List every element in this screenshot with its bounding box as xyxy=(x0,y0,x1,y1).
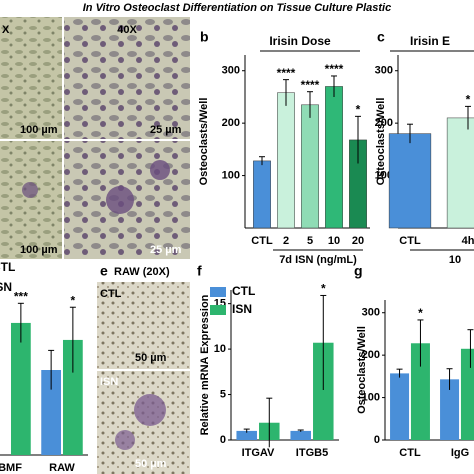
significance: **** xyxy=(325,62,344,76)
scale-bar-label: 25 µm xyxy=(150,124,182,136)
scale-bar-label: 50 µm xyxy=(135,352,167,364)
legend-label: CTL xyxy=(0,260,15,274)
y-tick-label: 0 xyxy=(220,434,226,446)
bar xyxy=(236,430,257,440)
x-tick-label: 4h xyxy=(462,235,474,247)
cell xyxy=(150,160,170,180)
x-tick-label: ITGB5 xyxy=(296,447,328,459)
y-tick-label: 200 xyxy=(222,117,240,129)
x-tick-label: 10 xyxy=(328,235,340,247)
significance: * xyxy=(321,282,326,296)
y-tick-label: 100 xyxy=(375,169,393,181)
bar xyxy=(313,342,334,440)
chart-title: Irisin E xyxy=(410,34,450,48)
x-tick-label: CTL xyxy=(399,235,421,247)
significance: * xyxy=(356,103,361,117)
bar xyxy=(388,133,432,229)
significance: * xyxy=(466,93,471,107)
y-tick-label: 0 xyxy=(374,434,380,446)
x-axis-label: 7d ISN (ng/mL) xyxy=(279,254,357,266)
x-tick-label: RAW xyxy=(49,462,75,474)
cell xyxy=(115,430,135,450)
scale-bar-label: 100 µm xyxy=(20,124,58,136)
y-axis-label: Relative mRNA Expression xyxy=(199,294,211,435)
y-tick-label: 300 xyxy=(222,65,240,77)
significance: **** xyxy=(277,66,296,80)
cell xyxy=(134,394,166,426)
bar xyxy=(41,370,62,455)
bar xyxy=(290,430,311,440)
y-tick-label: 200 xyxy=(362,349,380,361)
x-tick-label: BMF xyxy=(0,462,22,474)
y-tick-label: 5 xyxy=(220,388,226,400)
panel-letter: c xyxy=(377,29,385,45)
panel-letter: b xyxy=(200,29,209,45)
x-tick-label: 5 xyxy=(307,235,313,247)
significance: *** xyxy=(14,289,28,303)
panel-letter: f xyxy=(197,263,202,279)
x-tick-label: 20 xyxy=(352,235,364,247)
bar xyxy=(325,86,343,229)
legend-label: ISN xyxy=(232,302,252,316)
micrograph xyxy=(64,17,190,139)
micrograph xyxy=(0,17,62,139)
image-label: X xyxy=(2,24,10,36)
x-tick-label: 2 xyxy=(283,235,289,247)
panel-letter: g xyxy=(354,263,363,279)
bar xyxy=(390,373,410,440)
cell xyxy=(22,182,38,198)
bar xyxy=(446,117,474,229)
image-label: ISN xyxy=(100,376,118,388)
y-tick-label: 200 xyxy=(375,117,393,129)
x-tick-label: IgG xyxy=(451,447,469,459)
image-label: 40X xyxy=(117,24,137,36)
scale-bar-label: 25 µm xyxy=(150,244,182,256)
y-tick-label: 300 xyxy=(362,307,380,319)
chart-title: Irisin Dose xyxy=(269,34,331,48)
bar xyxy=(253,160,271,229)
bar xyxy=(410,343,430,440)
x-axis-label: 10 xyxy=(449,254,461,266)
legend-label: CTL xyxy=(232,284,255,298)
image-label: CTL xyxy=(100,288,122,300)
bar xyxy=(10,322,31,455)
y-axis-label: Osteoclasts/Well xyxy=(375,98,387,186)
bar xyxy=(460,348,474,440)
y-axis-label: Osteoclasts/Well xyxy=(356,326,368,414)
significance: * xyxy=(71,293,76,307)
bar xyxy=(301,104,319,229)
figure-title: In Vitro Osteoclast Differentiation on T… xyxy=(83,2,391,14)
scale-bar-label: 100 µm xyxy=(20,244,58,256)
micrograph xyxy=(97,282,190,369)
x-tick-label: CTL xyxy=(399,447,421,459)
y-tick-label: 100 xyxy=(362,391,380,403)
cell xyxy=(106,186,134,214)
y-tick-label: 300 xyxy=(375,65,393,77)
x-tick-label: ITGAV xyxy=(242,447,275,459)
y-tick-label: 10 xyxy=(214,343,226,355)
bar xyxy=(440,379,460,440)
legend-swatch xyxy=(210,305,226,315)
x-tick-label: CTL xyxy=(251,235,273,247)
legend-label: ISN xyxy=(0,280,12,294)
significance: **** xyxy=(301,78,320,92)
panel-title: RAW (20X) xyxy=(114,266,170,278)
y-axis-label: Osteoclasts/Well xyxy=(198,98,210,186)
scale-bar-label: 50 µm xyxy=(135,458,167,470)
bar xyxy=(62,339,83,455)
bar xyxy=(277,92,295,229)
panel-letter: e xyxy=(100,263,108,279)
micrograph xyxy=(0,141,62,259)
legend-swatch xyxy=(210,287,226,297)
significance: * xyxy=(418,306,423,320)
y-tick-label: 100 xyxy=(222,169,240,181)
